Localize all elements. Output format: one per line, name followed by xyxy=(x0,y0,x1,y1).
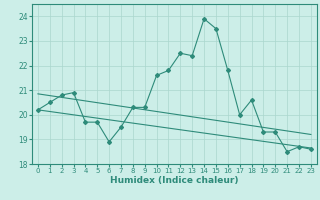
X-axis label: Humidex (Indice chaleur): Humidex (Indice chaleur) xyxy=(110,176,239,185)
